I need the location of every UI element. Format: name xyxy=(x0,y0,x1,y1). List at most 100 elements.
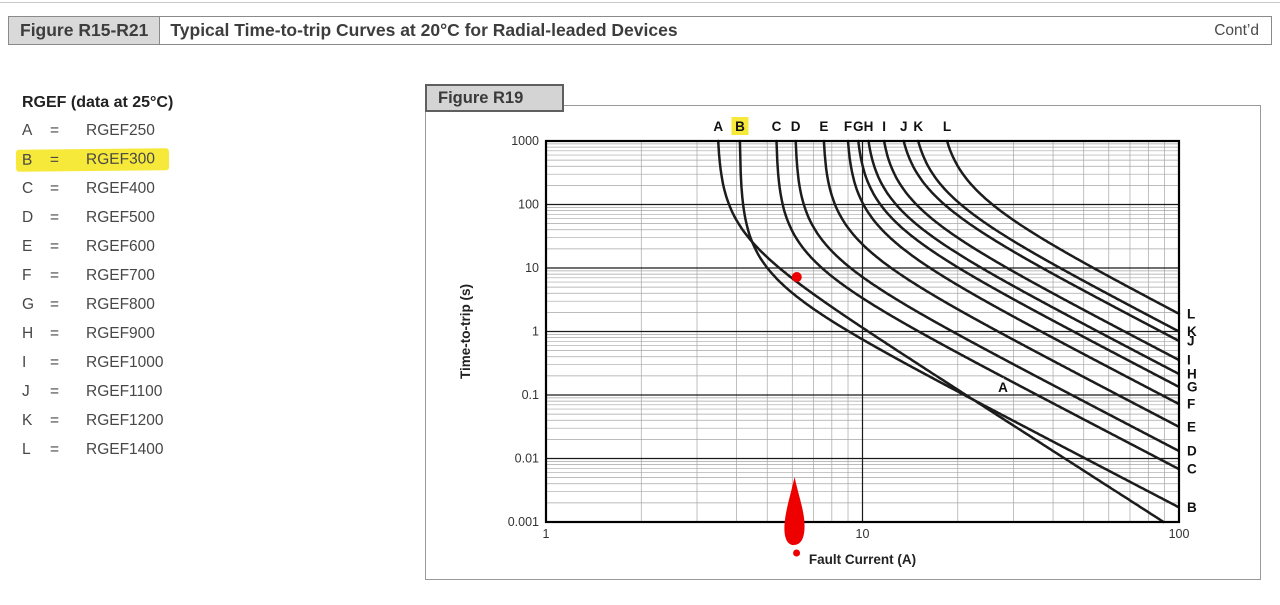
legend-row-H: H = RGEF900 xyxy=(16,323,169,345)
y-tick-label: 0.01 xyxy=(515,452,539,466)
chart-box: A B C D E F G H I J K L B C D E F G H I J K L A 1 10 100 1000 100 10 1… xyxy=(425,105,1261,580)
legend-equals: = xyxy=(50,354,60,371)
legend-key: L xyxy=(22,441,31,458)
header-title: Typical Time-to-trip Curves at 20°C for … xyxy=(170,20,678,40)
figure-tab-label: Figure R19 xyxy=(438,88,524,107)
right-curve-label-F: F xyxy=(1187,397,1195,412)
legend-key: F xyxy=(22,267,32,284)
legend-device-name: RGEF1200 xyxy=(86,412,164,429)
plot-frame xyxy=(544,139,1181,524)
legend-key: G xyxy=(22,296,35,313)
legend-device-name: RGEF1400 xyxy=(86,441,164,458)
x-axis-title: Fault Current (A) xyxy=(809,552,916,567)
top-curve-label-B: B xyxy=(735,119,745,134)
legend-equals: = xyxy=(50,383,60,400)
legend-device-name: RGEF1100 xyxy=(86,383,163,400)
legend-key: E xyxy=(22,238,33,255)
legend-key: C xyxy=(22,180,34,197)
curve-E xyxy=(822,139,1180,428)
curve-G xyxy=(857,139,1181,389)
legend-equals: = xyxy=(49,151,60,169)
legend-equals: = xyxy=(50,325,60,342)
contd-label: Cont’d xyxy=(1214,21,1259,39)
top-curve-label-I: I xyxy=(882,119,886,134)
legend-title: RGEF (data at 25°C) xyxy=(22,94,174,111)
legend-device-name: RGEF800 xyxy=(86,296,155,313)
curve-L xyxy=(945,139,1181,315)
curve-I xyxy=(882,139,1180,362)
right-curve-label-L: L xyxy=(1187,306,1195,321)
legend-equals: = xyxy=(50,180,60,197)
curve-B xyxy=(738,139,1180,509)
x-tick-label: 10 xyxy=(856,527,870,541)
top-curve-label-D: D xyxy=(791,119,801,134)
legend-device-name: RGEF250 xyxy=(86,122,155,139)
legend-key: H xyxy=(22,325,34,342)
legend-row-E: E = RGEF600 xyxy=(16,236,169,258)
legend-key: D xyxy=(22,209,34,226)
legend-row-I: I = RGEF1000 xyxy=(16,352,178,374)
top-curve-label-K: K xyxy=(913,119,923,134)
curve-H xyxy=(867,139,1180,376)
header: Figure R15-R21 Typical Time-to-trip Curv… xyxy=(8,16,1272,45)
right-curve-label-D: D xyxy=(1187,444,1197,459)
top-curve-label-H: H xyxy=(864,119,874,134)
y-tick-label: 100 xyxy=(518,198,539,212)
top-curve-label-C: C xyxy=(772,119,782,134)
y-axis-title: Time-to-trip (s) xyxy=(458,284,473,379)
x-tick-label: 1 xyxy=(543,527,550,541)
legend-equals: = xyxy=(50,412,60,429)
right-curve-label-E: E xyxy=(1187,419,1196,434)
device-legend: RGEF (data at 25°C) A = RGEF250 B = RGEF300 C =… xyxy=(15,94,282,468)
legend-device-name: RGEF600 xyxy=(86,238,155,255)
legend-equals: = xyxy=(50,441,60,458)
y-tick-label: 1 xyxy=(532,325,539,339)
legend-equals: = xyxy=(50,122,60,139)
top-rule xyxy=(0,2,1280,3)
top-curve-label-F: F xyxy=(844,119,852,134)
red-arrow-annotation xyxy=(784,477,805,545)
curve-C xyxy=(775,139,1180,471)
right-curve-label-H: H xyxy=(1187,367,1197,382)
legend-equals: = xyxy=(50,267,60,284)
y-tick-label: 0.001 xyxy=(508,515,539,529)
x-tick-label: 100 xyxy=(1169,527,1190,541)
legend-device-name: RGEF700 xyxy=(86,267,155,284)
legend-equals: = xyxy=(50,296,60,313)
legend-device-name: RGEF500 xyxy=(86,209,155,226)
y-tick-label: 10 xyxy=(525,261,539,275)
red-arrow-dot xyxy=(793,549,801,557)
inline-curve-label-A: A xyxy=(998,380,1008,395)
right-curve-label-J: J xyxy=(1187,333,1195,348)
legend-row-L: L = RGEF1400 xyxy=(16,439,178,461)
top-curve-label-G: G xyxy=(853,119,864,134)
legend-equals: = xyxy=(50,238,60,255)
red-dot-annotation xyxy=(791,272,802,283)
legend-key: I xyxy=(22,354,27,371)
legend-row-C: C = RGEF400 xyxy=(16,178,169,200)
legend-row-G: G = RGEF800 xyxy=(16,294,169,316)
curve-D xyxy=(794,139,1180,453)
top-curve-label-highlight xyxy=(731,117,749,135)
figure-range-label: Figure R15-R21 xyxy=(9,17,161,44)
curve-F xyxy=(846,139,1181,406)
legend-key: J xyxy=(22,383,30,400)
legend-row-D: D = RGEF500 xyxy=(16,207,169,229)
y-tick-label: 0.1 xyxy=(522,388,539,402)
legend-key: K xyxy=(22,412,33,429)
top-curve-label-L: L xyxy=(943,119,951,134)
right-curve-label-G: G xyxy=(1187,379,1198,394)
right-curve-label-C: C xyxy=(1187,462,1197,477)
right-curve-label-K: K xyxy=(1187,324,1197,339)
top-curve-label-J: J xyxy=(900,119,908,134)
legend-row-B: B = RGEF300 xyxy=(15,148,170,172)
top-curve-label-E: E xyxy=(819,119,828,134)
legend-rows: A = RGEF250 B = RGEF300 C = RGEF400 D = RGEF500 E = RG… xyxy=(15,120,282,461)
y-tick-label: 1000 xyxy=(511,134,539,148)
right-curve-label-B: B xyxy=(1187,500,1197,515)
legend-device-name: RGEF300 xyxy=(85,150,156,169)
legend-device-name: RGEF1000 xyxy=(86,354,164,371)
top-curve-label-A: A xyxy=(713,119,723,134)
